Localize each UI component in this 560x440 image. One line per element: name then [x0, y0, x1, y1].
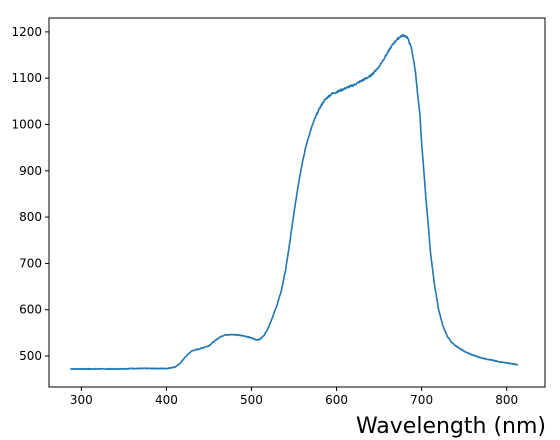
plot-area: 300 400 500 600 700 800 500 600 700 800 900 1000 110…: [11, 17, 546, 407]
plot-frame: [48, 17, 546, 388]
y-tick-label: 500: [19, 349, 42, 363]
x-tick-label: 800: [495, 393, 518, 407]
y-tick-label: 600: [19, 303, 42, 317]
y-tick-label: 700: [19, 256, 42, 270]
x-axis-label: Wavelength (nm): [356, 414, 546, 439]
y-tick-label: 1000: [11, 117, 42, 131]
series-line: [69, 34, 519, 371]
x-tick-label: 400: [155, 393, 178, 407]
x-tick-label: 600: [325, 393, 348, 407]
y-tick-label: 900: [19, 164, 42, 178]
x-tick-label: 300: [70, 393, 93, 407]
y-tick-label: 800: [19, 210, 42, 224]
y-tick-label: 1200: [11, 25, 42, 39]
x-tick-label: 700: [410, 393, 433, 407]
y-tick-label: 1100: [11, 71, 42, 85]
x-tick-label: 500: [240, 393, 263, 407]
